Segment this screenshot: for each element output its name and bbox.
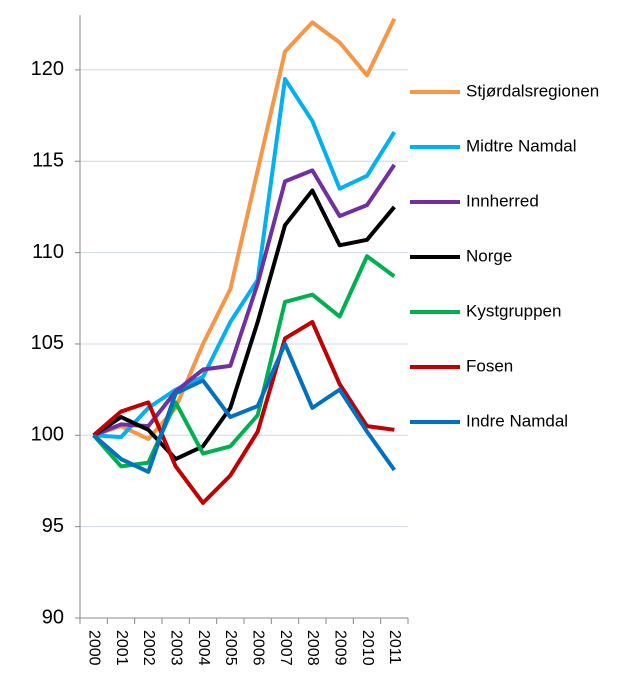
x-tick-label: 2006 [249,630,266,666]
series-line [93,17,397,441]
x-tick-label: 2011 [386,630,403,665]
legend-label: Kystgruppen [466,301,561,320]
legend-label: Indre Namdal [466,411,568,430]
y-tick-label: 90 [42,606,64,628]
y-tick-label: 100 [31,424,64,446]
y-tick-label: 105 [31,332,64,354]
x-tick-label: 2009 [331,630,348,666]
x-tick-label: 2004 [195,630,212,666]
series-line [92,320,395,505]
x-tick-label: 2010 [359,630,376,666]
series-line [92,188,396,462]
x-tick-label: 2002 [140,630,157,666]
x-tick-label: 2000 [85,630,102,666]
legend-label: Stjørdalsregionen [466,81,599,100]
x-tick-label: 2005 [222,630,239,666]
x-tick-label: 2001 [113,630,130,666]
legend-label: Midtre Namdal [466,136,577,155]
x-tick-label: 2007 [277,630,294,666]
x-tick-label: 2008 [304,630,321,666]
series-line [93,77,397,440]
y-tick-label: 110 [32,241,64,263]
legend-label: Norge [466,246,512,265]
legend-label: Innherred [466,191,539,210]
y-tick-label: 120 [31,58,64,80]
y-tick-label: 95 [42,515,64,537]
x-tick-label: 2003 [167,630,184,666]
y-tick-label: 115 [32,150,64,172]
legend-label: Fosen [466,356,513,375]
series-line [92,254,396,469]
series-line [92,341,396,474]
